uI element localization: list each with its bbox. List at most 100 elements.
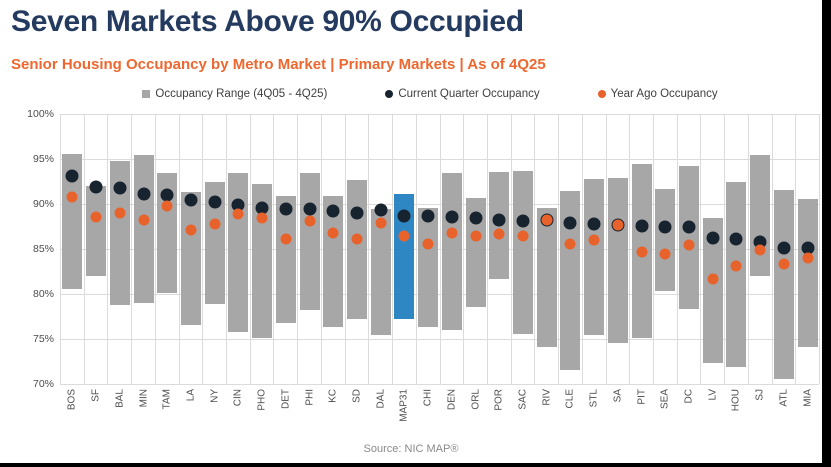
current-quarter-dot <box>421 209 435 223</box>
y-tick-label: 85% <box>32 243 54 255</box>
year-ago-dot <box>375 217 387 229</box>
year-ago-dot <box>493 228 505 240</box>
occupancy-range-bar <box>679 166 700 310</box>
x-tick-label: PHI <box>304 389 316 406</box>
market-column-sa: SA <box>605 114 630 402</box>
occupancy-range-bar <box>465 197 486 307</box>
market-column-lv: LV <box>700 114 724 401</box>
occupancy-range-bar <box>252 184 273 339</box>
year-ago-dot <box>754 244 766 256</box>
market-column-por: POR <box>486 114 511 411</box>
market-column-sf: SF <box>83 114 108 402</box>
occupancy-range-bar <box>299 173 320 311</box>
plot-grid: BOS SF BAL MIN TAM LA NY CIN PHO DET PHI KC SD DAL MAP… <box>60 114 820 422</box>
x-tick-label: POR <box>493 389 505 411</box>
legend-item-occupancy-range: Occupancy Range (4Q05 - 4Q25) <box>142 88 327 100</box>
occupancy-range-bar <box>773 189 794 380</box>
occupancy-range-bar <box>607 177 628 343</box>
current-quarter-dot <box>516 214 530 228</box>
x-tick-label: TAM <box>161 389 173 410</box>
current-quarter-dot <box>160 188 174 202</box>
x-tick-label: MIN <box>138 389 150 408</box>
market-column-det: DET <box>273 114 297 409</box>
y-tick-label: 95% <box>32 153 54 165</box>
current-quarter-dot <box>65 169 79 183</box>
x-tick-label: CHI <box>422 389 434 407</box>
market-column-cin: CIN <box>226 114 250 406</box>
occupancy-range-bar <box>513 170 534 334</box>
current-quarter-dot <box>658 220 672 233</box>
current-quarter-dot <box>492 213 506 227</box>
year-ago-dot <box>327 227 339 239</box>
market-column-la: LA <box>178 114 203 401</box>
year-ago-dot <box>446 227 458 239</box>
occupancy-range-bar <box>86 186 107 276</box>
x-tick-label: DET <box>280 389 292 409</box>
market-column-sea: SEA <box>652 114 677 409</box>
year-ago-dot <box>398 230 410 241</box>
year-ago-dot <box>90 211 102 223</box>
legend-label: Current Quarter Occupancy <box>398 88 540 100</box>
x-tick-label: HOU <box>730 389 742 412</box>
market-column-phi: PHI <box>297 114 321 406</box>
year-ago-dot <box>517 230 529 242</box>
current-dot-icon <box>385 90 394 98</box>
occupancy-range-bar <box>109 160 130 305</box>
market-column-atl: ATL <box>771 114 796 407</box>
occupancy-range-bar <box>394 194 415 320</box>
year-ago-dot <box>778 258 790 270</box>
x-tick-label: SF <box>90 389 102 402</box>
x-tick-label: SEA <box>659 389 671 410</box>
range-square-icon <box>142 90 151 98</box>
current-quarter-dot <box>208 195 222 209</box>
occupancy-range-bar <box>584 178 605 336</box>
current-quarter-dot <box>255 201 269 215</box>
year-ago-dot <box>588 234 600 246</box>
occupancy-range-bar <box>346 179 367 320</box>
occupancy-range-bar <box>180 192 201 325</box>
gridline-70 <box>60 384 819 385</box>
market-column-den: DEN <box>439 114 464 410</box>
year-ago-dot <box>470 230 482 241</box>
x-tick-label: LA <box>185 389 197 402</box>
current-quarter-dot <box>374 203 388 217</box>
x-tick-label: PHO <box>256 389 268 411</box>
x-tick-label: DAL <box>375 389 387 409</box>
x-tick-label: SA <box>612 389 624 403</box>
y-tick-label: 75% <box>32 333 54 345</box>
market-column-min: MIN <box>131 114 155 407</box>
current-quarter-dot <box>326 204 340 218</box>
current-quarter-dot <box>729 232 743 246</box>
legend-label: Year Ago Occupancy <box>610 88 718 100</box>
market-column-hou: HOU <box>724 114 748 411</box>
x-tick-label: NY <box>209 389 221 403</box>
market-column-ny: NY <box>202 114 226 403</box>
year-ago-dot <box>304 215 316 227</box>
x-tick-label: MAP31 <box>398 389 410 422</box>
market-column-kc: KC <box>320 114 345 403</box>
current-quarter-dot <box>706 231 720 245</box>
x-tick-label: KC <box>327 389 339 403</box>
occupancy-range-bar <box>370 208 391 335</box>
market-column-dal: DAL <box>368 114 392 408</box>
year-ago-dot <box>564 238 576 250</box>
x-tick-label: SJ <box>754 389 766 401</box>
occupancy-range-bar <box>702 217 723 364</box>
occupancy-range-bar <box>560 190 581 370</box>
current-quarter-dot <box>445 210 459 224</box>
occupancy-range-bar <box>418 207 439 328</box>
page-title: Seven Markets Above 90% Occupied <box>11 5 524 38</box>
x-tick-label: DEN <box>446 389 458 411</box>
x-tick-label: BAL <box>114 389 126 408</box>
occupancy-range-bar <box>275 195 296 323</box>
market-column-dc: DC <box>676 114 701 403</box>
market-column-orl: ORL <box>463 114 487 410</box>
year-ago-dot <box>802 252 814 264</box>
market-column-pit: PIT <box>629 114 653 405</box>
y-tick-label: 70% <box>32 378 54 390</box>
current-quarter-dot <box>113 181 127 195</box>
current-quarter-dot <box>231 198 245 212</box>
x-tick-label: RIV <box>541 389 553 406</box>
year-ago-dot <box>280 233 292 245</box>
year-ago-dot <box>66 191 78 203</box>
